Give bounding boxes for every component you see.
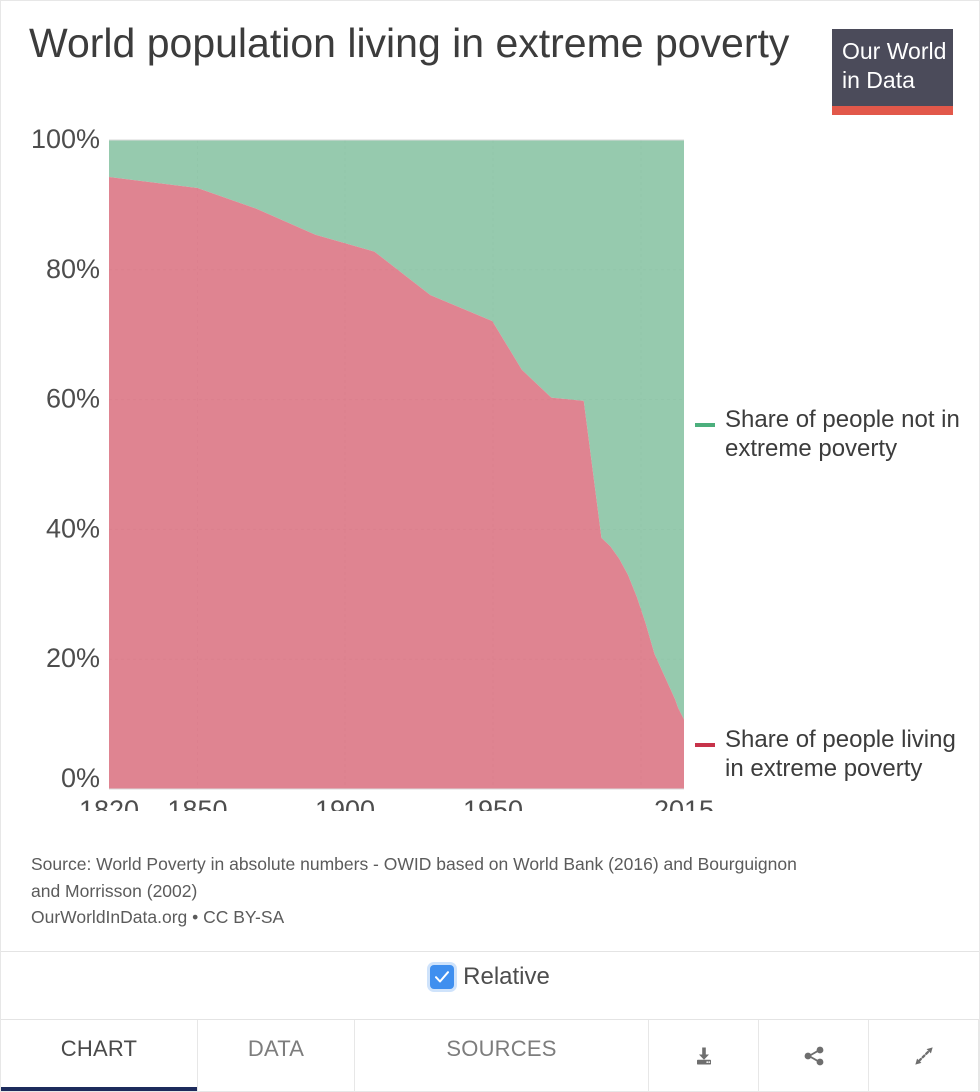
- svg-text:2015: 2015: [654, 795, 714, 811]
- svg-text:1820: 1820: [79, 795, 139, 811]
- svg-text:1850: 1850: [167, 795, 227, 811]
- svg-text:100%: 100%: [31, 124, 100, 154]
- svg-text:60%: 60%: [46, 384, 100, 414]
- svg-text:80%: 80%: [46, 254, 100, 284]
- svg-text:40%: 40%: [46, 513, 100, 543]
- svg-text:20%: 20%: [46, 643, 100, 673]
- svg-text:0%: 0%: [61, 763, 100, 793]
- svg-text:Share of people not in: Share of people not in: [725, 406, 960, 433]
- svg-text:1950: 1950: [463, 795, 523, 811]
- svg-text:in extreme poverty: in extreme poverty: [725, 755, 922, 782]
- svg-text:Share of people living: Share of people living: [725, 726, 956, 753]
- svg-text:extreme poverty: extreme poverty: [725, 435, 897, 462]
- svg-text:1900: 1900: [315, 795, 375, 811]
